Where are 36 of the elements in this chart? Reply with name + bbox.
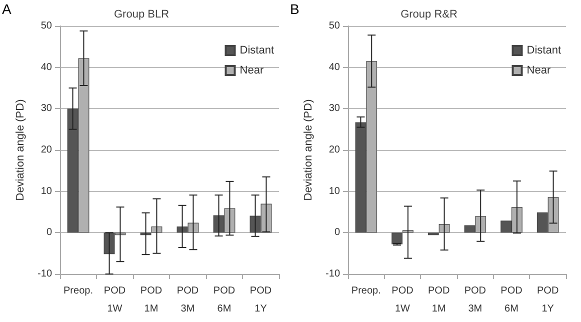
x-tick-label: POD 1W [104,286,126,314]
y-tick-label: 50 [328,20,340,32]
y-tick-label: 40 [328,62,340,73]
x-tick-label: Preop. [64,286,93,296]
y-tick-label: -10 [326,268,340,280]
x-tick-label: POD 1W [392,286,414,314]
x-tick-label: POD 3M [464,286,486,314]
y-tick-label: -10 [38,268,52,280]
text: A [2,1,12,17]
legend-label: Near [240,64,264,76]
x-tick-label: POD 3M [176,286,199,314]
x-tick-label: POD 1Y [250,286,272,314]
y-tick-label: 30 [40,103,52,114]
y-tick-label: 20 [328,144,340,156]
y-tick-label: 10 [328,186,340,197]
y-tick-label: 20 [40,144,52,156]
text: B [290,1,300,17]
y-axis-title: Deviation angle (PD) [302,99,314,201]
y-tick-label: 0 [46,227,52,238]
legend-label: Distant [240,44,274,56]
chart-title: Group BLR [114,8,170,20]
y-tick-label: 40 [40,62,52,73]
legend-label: Distant [526,44,562,56]
x-tick-label: POD 1Y [536,286,559,314]
legend-label: Near [526,64,551,76]
y-axis-title: Deviation angle (PD) [14,99,26,201]
y-tick-label: 10 [40,186,52,197]
x-tick-label: POD 1M [428,286,450,314]
chart-title: Group R&R [400,8,458,20]
y-tick-label: 50 [40,20,52,32]
x-tick-label: Preop. [351,286,381,296]
x-tick-label: POD 1M [140,286,162,314]
x-tick-label: POD 6M [500,286,522,314]
y-tick-label: 30 [328,103,340,114]
y-tick-label: 0 [334,227,340,238]
x-tick-label: POD 6M [213,286,236,314]
